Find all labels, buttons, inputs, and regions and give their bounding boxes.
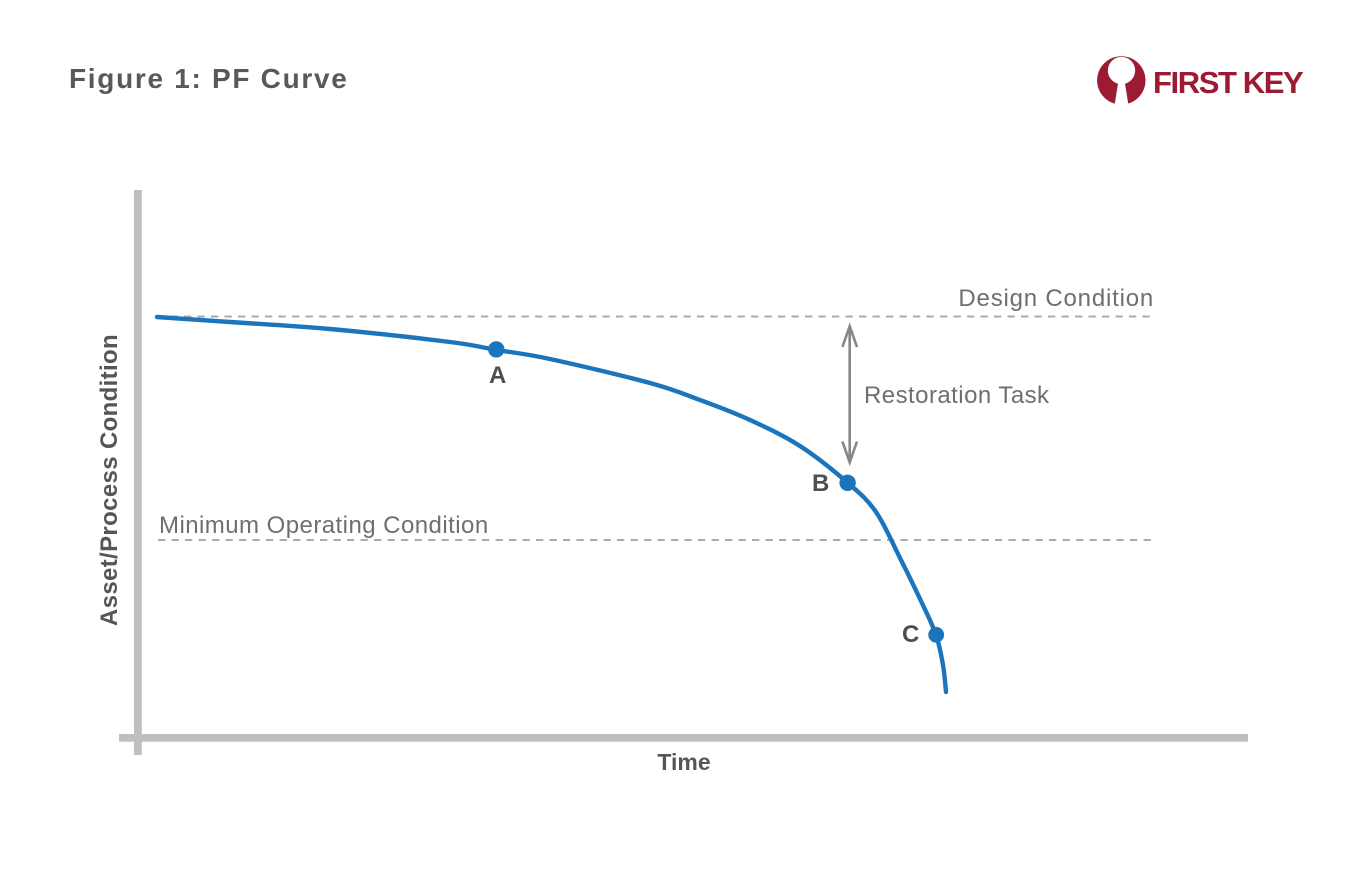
svg-text:Design Condition: Design Condition — [958, 285, 1154, 312]
svg-text:B: B — [812, 470, 829, 497]
svg-text:Asset/Process Condition: Asset/Process Condition — [96, 334, 123, 626]
svg-text:A: A — [489, 362, 506, 389]
svg-text:C: C — [902, 621, 919, 648]
svg-text:Minimum Operating Condition: Minimum Operating Condition — [159, 512, 489, 539]
svg-text:Time: Time — [657, 749, 710, 775]
svg-text:FIRST KEY: FIRST KEY — [1153, 65, 1304, 100]
svg-text:Figure 1: PF Curve: Figure 1: PF Curve — [69, 63, 349, 94]
svg-text:Restoration Task: Restoration Task — [864, 382, 1050, 409]
